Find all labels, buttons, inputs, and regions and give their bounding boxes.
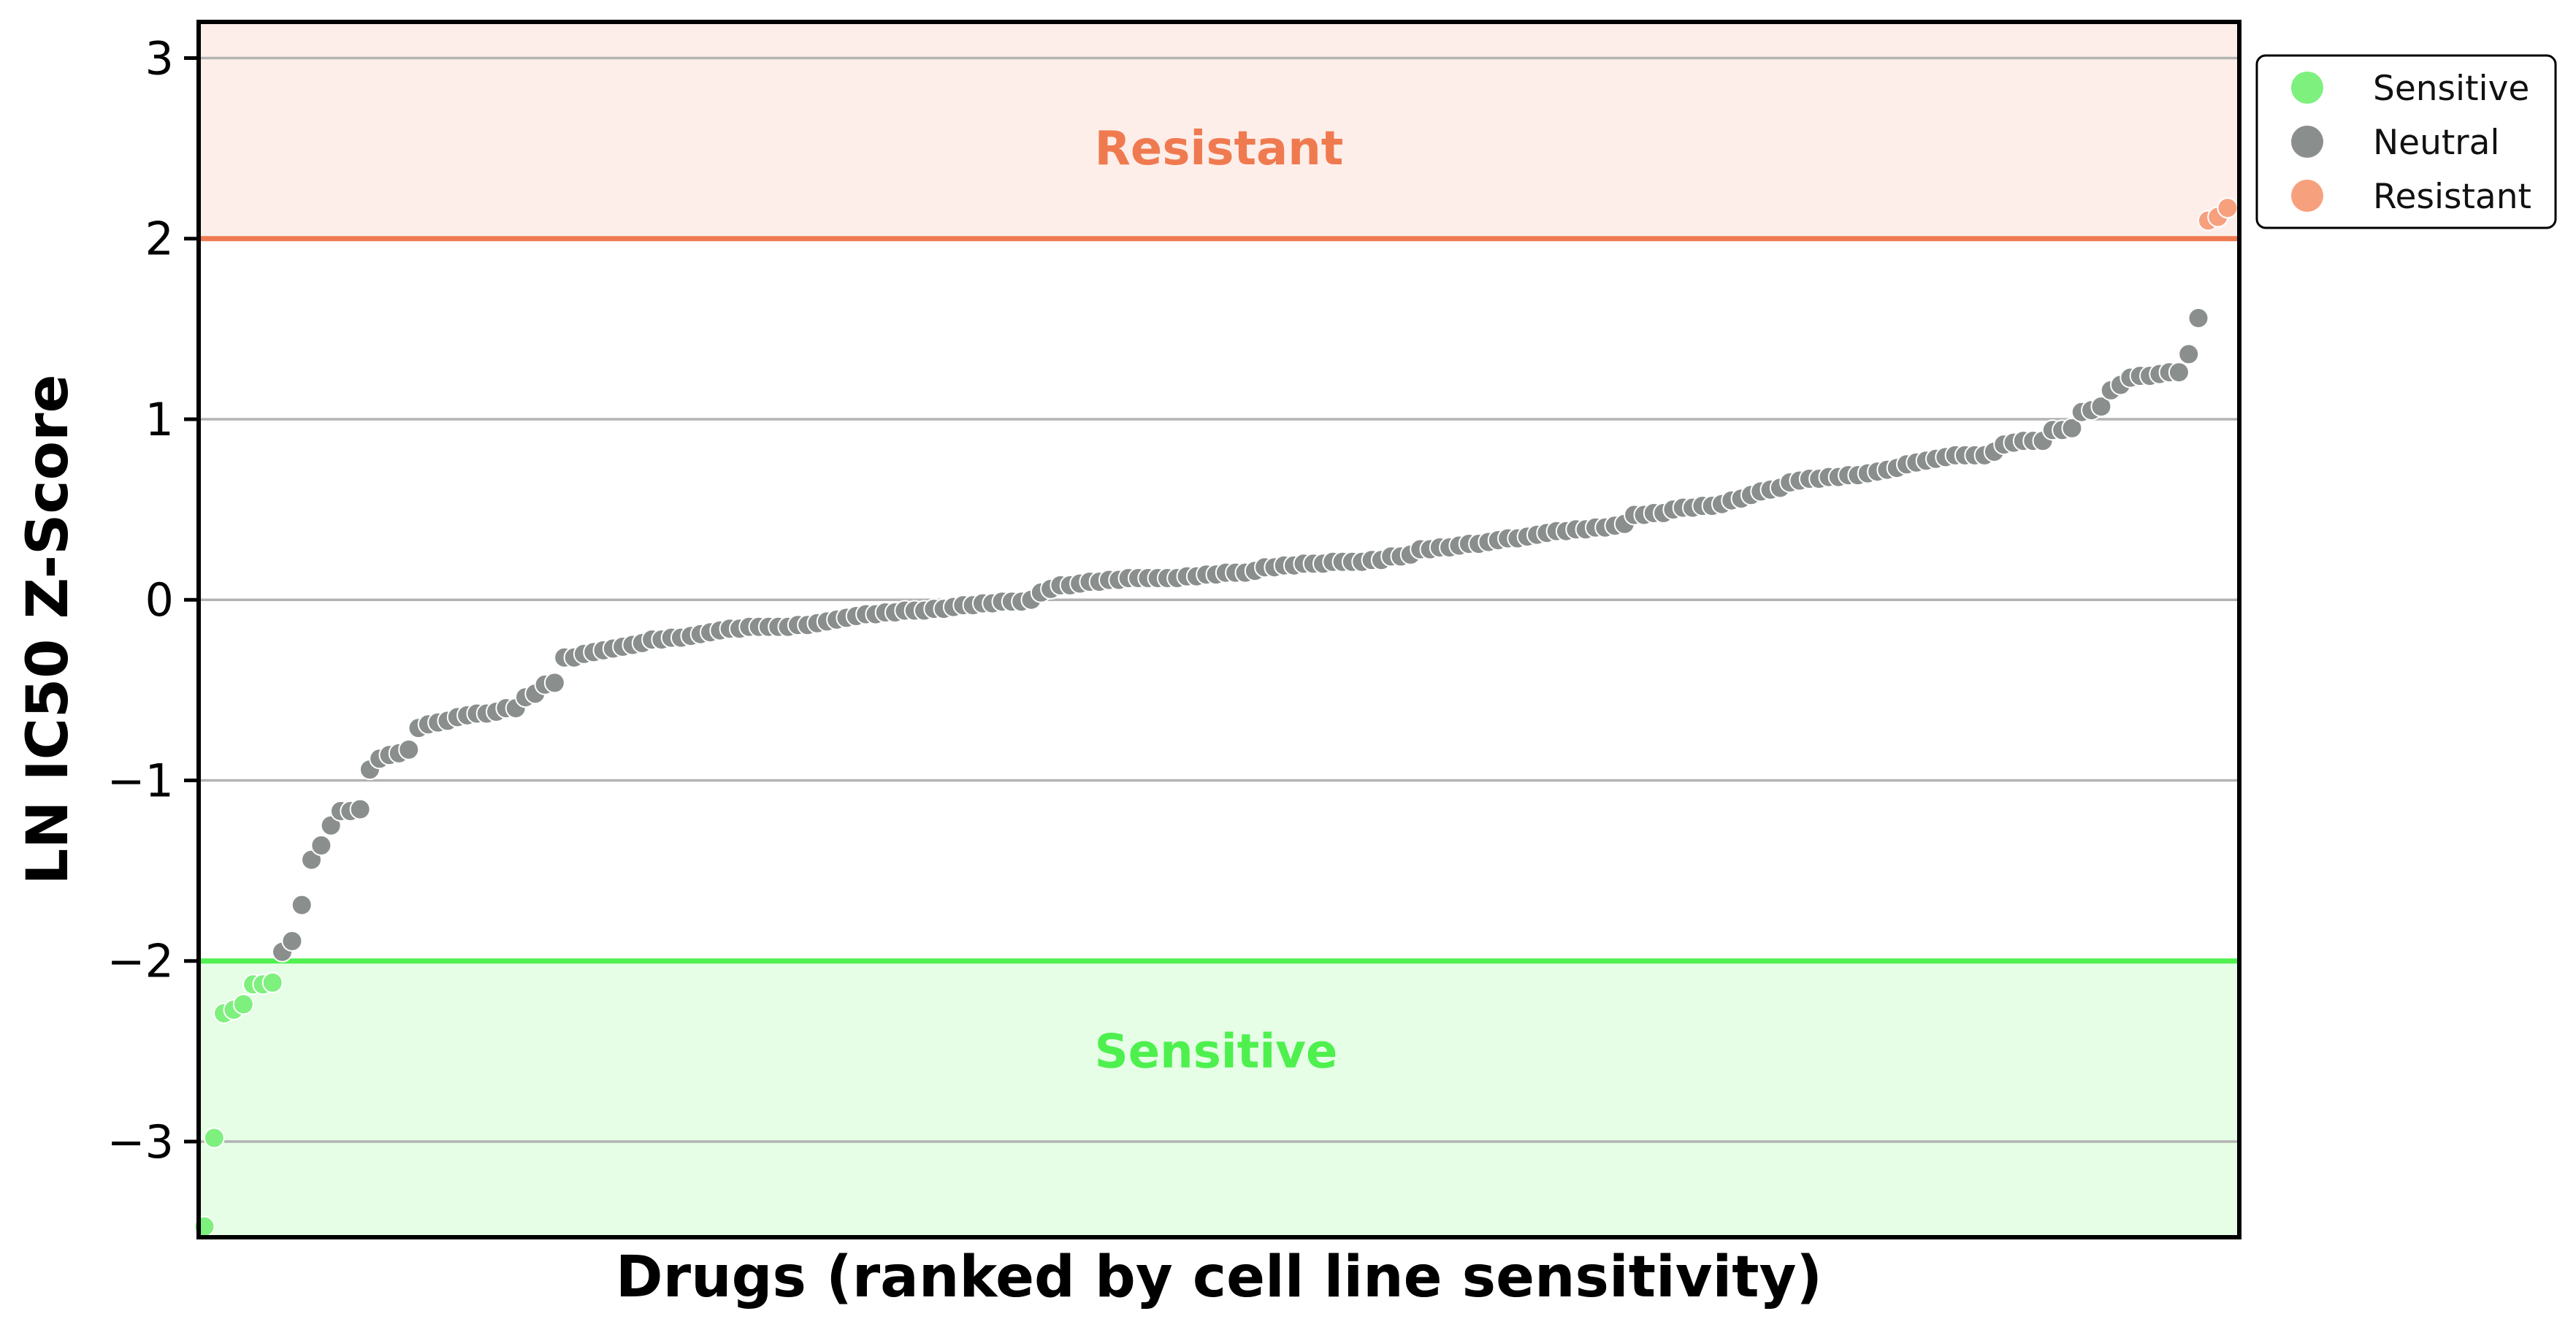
y-tick-label: −3 (107, 1115, 174, 1169)
y-axis-ticks: −3 −2 −1 0 1 2 3 (107, 31, 199, 1169)
sensitive-zone (199, 960, 2239, 1237)
y-tick-label: 2 (145, 213, 174, 266)
sensitive-zone-label: Sensitive (1095, 1025, 1338, 1079)
data-point-neutral (310, 835, 332, 856)
data-point-neutral (2187, 307, 2209, 329)
plot-frame (196, 20, 2241, 1239)
y-tick-label: −1 (107, 754, 174, 807)
data-point-neutral (2168, 362, 2190, 383)
y-tick-label: 3 (145, 31, 174, 85)
legend-label-neutral: Neutral (2373, 123, 2499, 163)
legend: Sensitive Neutral Resistant (2255, 54, 2557, 229)
data-point-neutral (2178, 343, 2200, 365)
data-point-sensitive (203, 1127, 225, 1149)
legend-box (2255, 54, 2557, 229)
data-point-neutral (281, 930, 303, 952)
gridlines (199, 56, 2239, 1143)
data-point-resistant (2217, 197, 2239, 219)
data-point-neutral (291, 894, 313, 916)
legend-label-resistant: Resistant (2373, 177, 2531, 217)
y-tick-label: −2 (107, 935, 174, 988)
data-points (194, 197, 2239, 1237)
data-point-neutral (398, 738, 420, 760)
data-point-sensitive (232, 993, 254, 1015)
x-axis-title: Drugs (ranked by cell line sensitivity) (616, 1245, 1822, 1310)
legend-marker-sensitive (2291, 72, 2323, 104)
legend-label-sensitive: Sensitive (2373, 69, 2529, 109)
data-point-neutral (301, 849, 322, 871)
data-point-neutral (349, 798, 371, 820)
y-tick-label: 0 (145, 573, 174, 627)
data-point-neutral (2090, 396, 2112, 418)
legend-marker-resistant (2291, 180, 2323, 212)
data-point-neutral (320, 814, 342, 836)
data-point-neutral (543, 672, 565, 694)
threshold-lines (199, 236, 2239, 964)
data-point-sensitive (261, 971, 283, 993)
legend-marker-neutral (2291, 126, 2323, 158)
data-point-neutral (2061, 417, 2083, 439)
y-axis-title: LN IC50 Z-Score (15, 374, 81, 884)
y-tick-label: 1 (145, 393, 174, 446)
resistant-zone-label: Resistant (1095, 122, 1344, 176)
